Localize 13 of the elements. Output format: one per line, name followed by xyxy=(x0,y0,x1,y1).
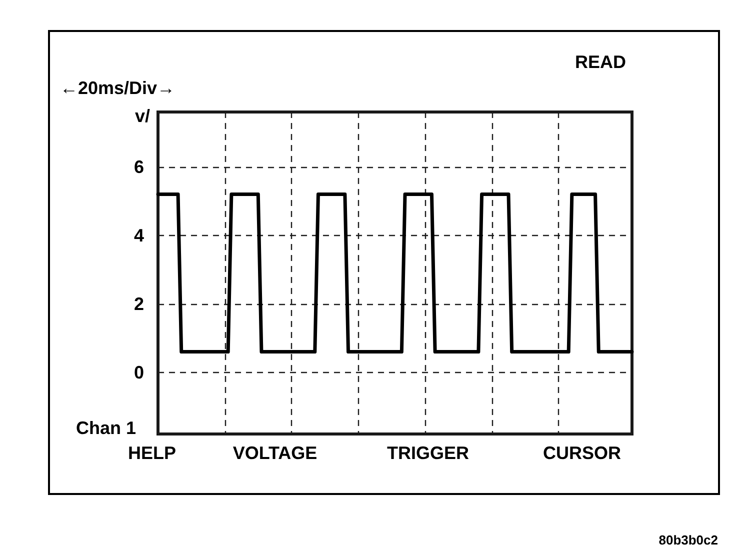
y-tick-label: 2 xyxy=(134,294,144,314)
y-axis-title: v/ xyxy=(134,106,150,126)
text: 80b3b0c2 xyxy=(658,532,718,548)
text: READ xyxy=(574,52,626,72)
text: CURSOR xyxy=(542,443,622,463)
text: Chan 1 xyxy=(76,418,136,438)
text: HELP xyxy=(128,443,176,463)
y-tick-label: 6 xyxy=(134,156,144,177)
text: ←20ms/Div→ xyxy=(60,78,176,98)
y-tick-label: 0 xyxy=(134,362,144,382)
text: TRIGGER xyxy=(386,443,470,463)
text: VOLTAGE xyxy=(232,443,318,463)
y-tick-label: 4 xyxy=(134,225,144,246)
